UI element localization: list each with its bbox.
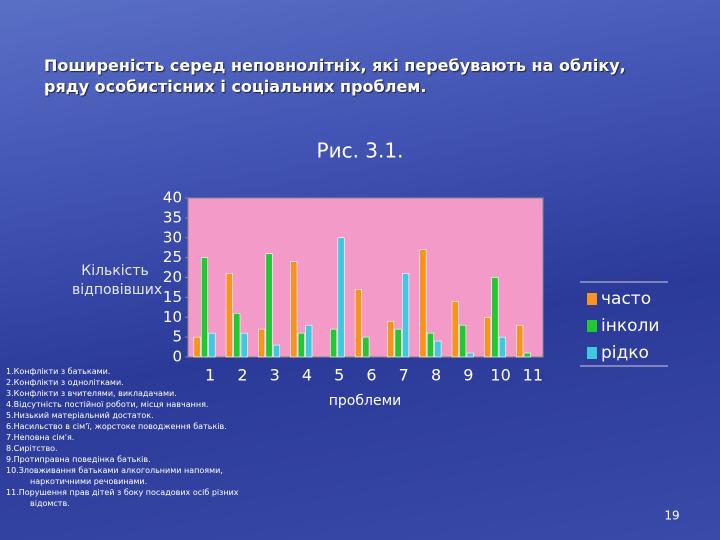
legend-swatch: [587, 293, 597, 305]
y-tick-label: 10: [163, 308, 182, 326]
bar: [523, 352, 531, 358]
bar: [491, 277, 499, 358]
note: 11.Порушення прав дітей з боку посадових…: [6, 488, 239, 508]
note: 8.Сирітство.: [6, 444, 58, 453]
bar: [387, 320, 395, 358]
bar: [354, 289, 362, 358]
x-tick-label: 11: [523, 366, 543, 385]
y-tick-label: 5: [172, 328, 182, 346]
bar: [233, 312, 241, 358]
x-tick-label: 3: [270, 366, 280, 385]
y-tick-label: 20: [163, 268, 182, 286]
bar: [426, 332, 434, 358]
note: 6.Насильство в сім'ї, жорстоке поводженн…: [6, 422, 227, 431]
bar: [498, 336, 506, 358]
bar: [434, 340, 442, 358]
x-tick-label: 9: [463, 366, 473, 385]
legend-swatch: [587, 347, 597, 359]
legend-label: часто: [601, 289, 651, 309]
note: 4.Відсутність постійної роботи, місця на…: [6, 400, 209, 409]
bar: [337, 237, 345, 358]
bar: [208, 332, 216, 358]
bar: [225, 273, 233, 358]
bar: [290, 261, 298, 358]
bar: [240, 332, 248, 358]
y-tick-label: 15: [163, 288, 182, 306]
x-tick-label: 10: [490, 366, 510, 385]
x-tick-label: 1: [205, 366, 215, 385]
bar: [193, 336, 201, 358]
note: 5.Низький матеріальний достаток.: [6, 411, 154, 420]
bar: [394, 328, 402, 358]
legend-label: рідко: [601, 343, 649, 363]
bar: [305, 324, 313, 358]
y-tick-label: 35: [163, 208, 182, 226]
bar: [330, 328, 338, 358]
note: 2.Конфлікти з однолітками.: [6, 378, 124, 387]
bar: [297, 332, 305, 358]
bar: [200, 257, 209, 358]
note: 7.Неповна сім'я.: [6, 433, 75, 442]
legend-swatch: [587, 320, 597, 332]
bar: [362, 336, 370, 358]
note: 9.Протиправна поведінка батьків.: [6, 455, 151, 464]
page-number: 19: [664, 509, 679, 523]
y-axis-label: Кількість відповівших: [72, 263, 163, 298]
bar: [459, 324, 467, 358]
y-tick-label: 25: [163, 248, 182, 266]
x-tick-label: 5: [334, 366, 344, 385]
bar: [466, 352, 474, 358]
x-tick-label: 2: [237, 366, 247, 385]
note: 1.Конфлікти з батьками.: [6, 367, 111, 376]
x-tick-label: 7: [399, 366, 409, 385]
bar: [272, 344, 281, 358]
x-tick-label: 4: [302, 366, 312, 385]
x-tick-label: 6: [366, 366, 376, 385]
bar: [402, 273, 410, 358]
chart-subtitle: Рис. 3.1.: [317, 139, 404, 163]
note: 3.Конфлікти з вчителями, викладачами.: [6, 389, 177, 398]
bar: [483, 316, 492, 358]
y-tick-label: 40: [163, 189, 182, 207]
slide-title: Поширеність серед неповнолітніх, які пер…: [44, 56, 626, 96]
x-tick-label: 8: [431, 366, 441, 385]
plot-area: [187, 197, 544, 358]
bar: [265, 253, 273, 358]
y-tick-label: 0: [172, 348, 182, 366]
bar: [451, 301, 459, 358]
note: 10.Зловживання батьками алкогольними нап…: [6, 466, 223, 486]
notes: 1.Конфлікти з батьками. 2.Конфлікти з одн…: [6, 366, 268, 509]
bar: [419, 249, 427, 358]
bar: [516, 324, 524, 358]
x-axis-label: проблеми: [329, 393, 401, 409]
legend-label: інколи: [601, 316, 659, 336]
bar: [258, 328, 266, 358]
y-tick-label: 30: [163, 228, 182, 246]
